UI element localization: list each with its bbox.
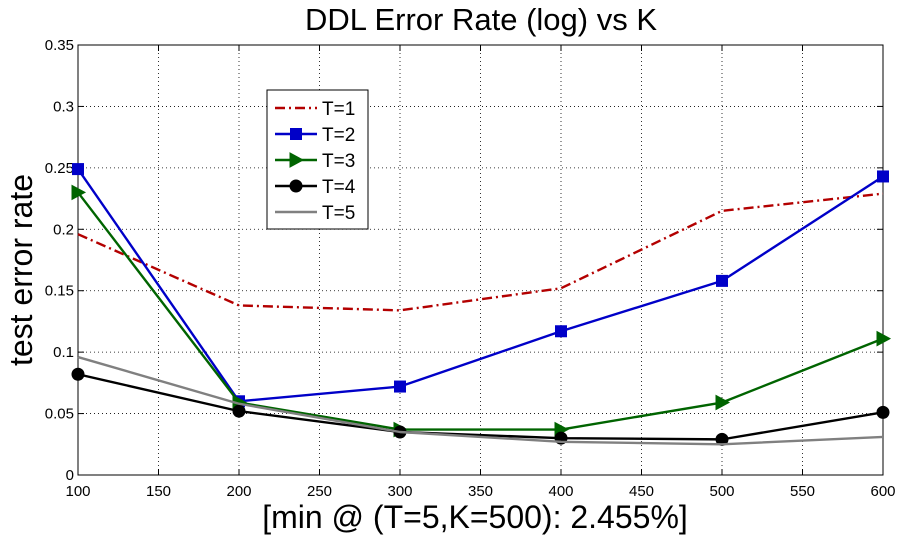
- legend-label: T=1: [322, 99, 355, 120]
- legend-label: T=5: [322, 203, 355, 224]
- legend-label: T=3: [322, 151, 355, 172]
- y-tick-label: 0.25: [45, 160, 74, 177]
- x-tick-label: 500: [709, 483, 734, 500]
- data-point: [716, 274, 728, 287]
- x-tick-label: 200: [226, 483, 251, 500]
- series-T=5: [77, 355, 884, 446]
- legend-label: T=2: [322, 125, 355, 146]
- y-tick-label: 0.35: [45, 37, 74, 54]
- data-point: [72, 163, 84, 176]
- x-tick-label: 150: [146, 483, 171, 500]
- x-tick-label: 250: [307, 483, 332, 500]
- data-point: [71, 367, 85, 381]
- series-line: [77, 373, 884, 441]
- y-tick-label: 0.2: [53, 221, 74, 238]
- legend-marker: [289, 179, 303, 193]
- x-tick-label: 100: [65, 483, 90, 500]
- legend: T=1 T=2 T=3 T=4 T=5: [266, 89, 369, 230]
- series-line: [77, 192, 884, 312]
- legend-entry: T=2: [275, 125, 355, 146]
- legend-entry: T=5: [275, 203, 355, 224]
- series-line: [77, 355, 884, 446]
- legend-label: T=4: [322, 177, 356, 198]
- legend-entry: T=4: [275, 177, 356, 198]
- x-tick-label: 600: [870, 483, 895, 500]
- series-T=1: [77, 192, 884, 312]
- y-tick-label: 0: [66, 467, 74, 484]
- ticks: 100 150 200 250 300 350 400 450 500 550 600 0 0.05 0.…: [45, 37, 896, 500]
- series-T=2: [72, 163, 889, 408]
- y-tick-label: 0.1: [53, 344, 74, 361]
- y-axis-label: test error rate: [3, 174, 39, 366]
- legend-entry: T=1: [275, 99, 355, 120]
- chart-title: DDL Error Rate (log) vs K: [305, 2, 657, 37]
- data-point: [394, 380, 406, 393]
- y-tick-label: 0.05: [45, 406, 74, 423]
- series-line: [77, 191, 884, 431]
- x-tick-label: 450: [629, 483, 654, 500]
- legend-marker: [289, 152, 305, 168]
- y-tick-label: 0.3: [53, 98, 74, 115]
- data-point: [555, 325, 567, 338]
- data-point: [715, 394, 731, 411]
- x-axis-label: [min @ (T=5,K=500): 2.455%]: [262, 499, 688, 535]
- legend-entry: T=3: [275, 151, 355, 172]
- x-tick-label: 300: [387, 483, 412, 500]
- x-tick-label: 400: [548, 483, 573, 500]
- series-T=3: [71, 184, 892, 438]
- data-point: [71, 184, 87, 201]
- data-point: [876, 405, 890, 419]
- series-layer: [71, 163, 892, 446]
- x-tick-label: 350: [468, 483, 493, 500]
- series-line: [77, 168, 884, 403]
- data-point: [876, 330, 892, 347]
- y-tick-label: 0.15: [45, 283, 74, 300]
- data-point: [877, 170, 889, 183]
- x-tick-label: 550: [790, 483, 815, 500]
- legend-marker: [290, 128, 302, 140]
- data-point: [232, 404, 246, 418]
